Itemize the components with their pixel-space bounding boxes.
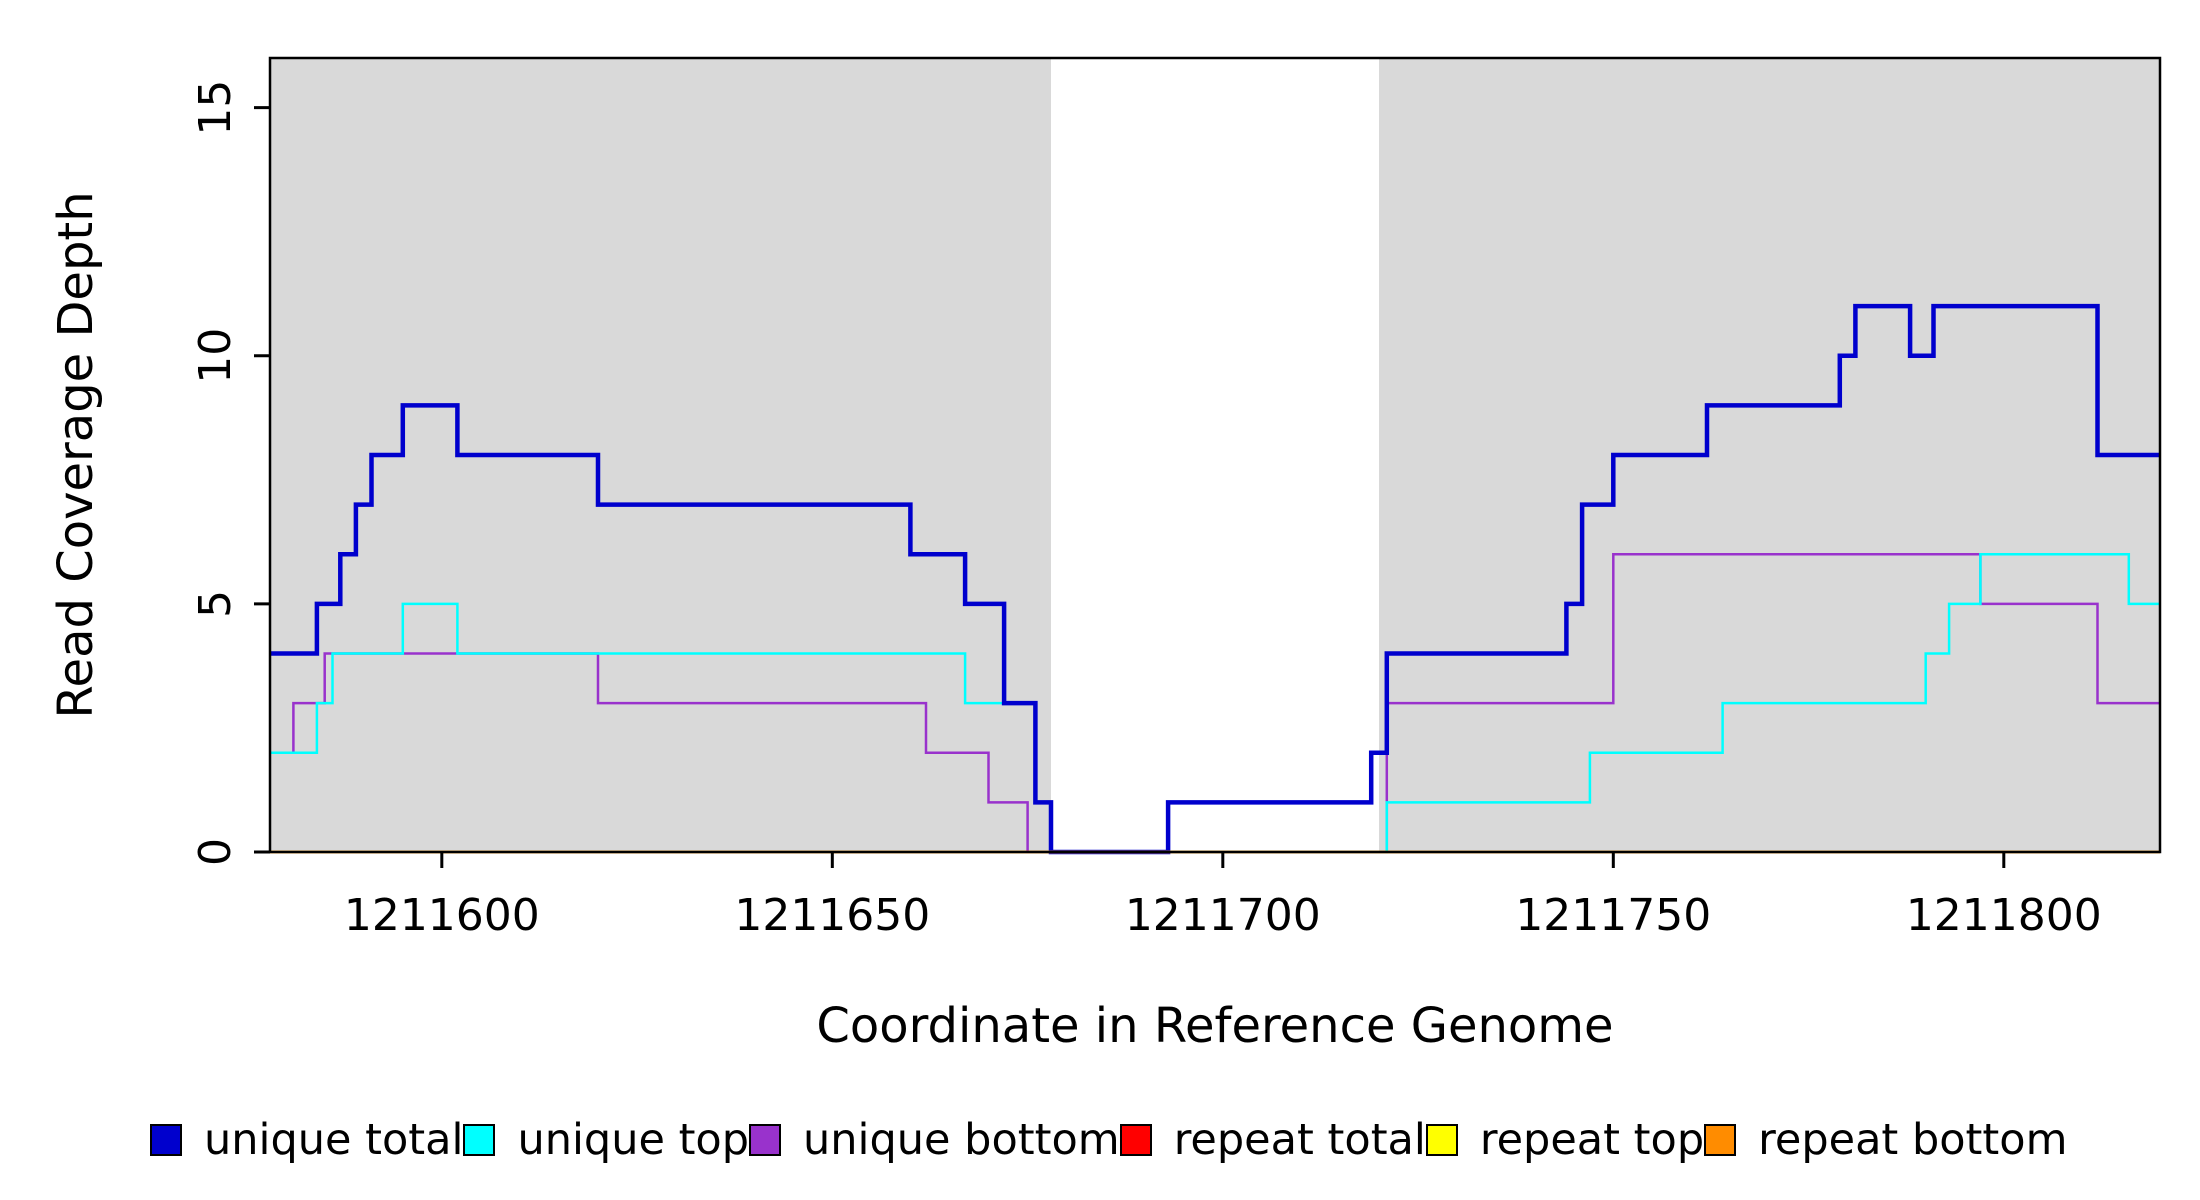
- svg-text:15: 15: [190, 80, 241, 136]
- chart-legend: unique total unique top unique bottom re…: [0, 1080, 2200, 1200]
- legend-label-repeat-top: repeat top: [1479, 1115, 1705, 1165]
- legend-swatch-unique-bottom: [749, 1124, 782, 1156]
- legend-item: unique bottom: [749, 1115, 1120, 1165]
- legend-swatch-unique-total: [150, 1124, 182, 1156]
- legend-item: repeat top: [1425, 1115, 1705, 1165]
- svg-text:0: 0: [190, 838, 241, 866]
- legend-swatch-repeat-bottom: [1704, 1124, 1737, 1156]
- legend-label-repeat-total: repeat total: [1173, 1115, 1426, 1165]
- chart-svg: 1211600 1211650 1211700 1211750 1211800 0 5 10 1…: [48, 56, 2162, 1054]
- legend-swatch-repeat-top: [1425, 1124, 1458, 1156]
- y-axis-title: Read Coverage Depth: [48, 191, 104, 718]
- legend-swatch-unique-top: [463, 1124, 496, 1156]
- svg-text:1211750: 1211750: [1515, 890, 1711, 941]
- svg-text:1211700: 1211700: [1125, 890, 1321, 941]
- svg-text:10: 10: [190, 328, 241, 384]
- legend-label-unique-bottom: unique bottom: [803, 1115, 1120, 1165]
- legend-label-unique-top: unique top: [517, 1115, 750, 1165]
- x-axis-title: Coordinate in Reference Genome: [816, 998, 1613, 1054]
- svg-text:1211800: 1211800: [1906, 890, 2102, 941]
- legend-item: unique top: [463, 1115, 749, 1165]
- legend-swatch-repeat-total: [1119, 1124, 1152, 1156]
- legend-label-repeat-bottom: repeat bottom: [1758, 1115, 2068, 1165]
- legend-label-unique-total: unique total: [204, 1115, 464, 1165]
- legend-item: repeat bottom: [1704, 1115, 2067, 1165]
- legend-item: repeat total: [1119, 1115, 1426, 1165]
- svg-text:5: 5: [190, 590, 241, 618]
- svg-text:1211600: 1211600: [344, 890, 540, 941]
- legend-item: unique total: [150, 1115, 463, 1165]
- svg-text:1211650: 1211650: [734, 890, 930, 941]
